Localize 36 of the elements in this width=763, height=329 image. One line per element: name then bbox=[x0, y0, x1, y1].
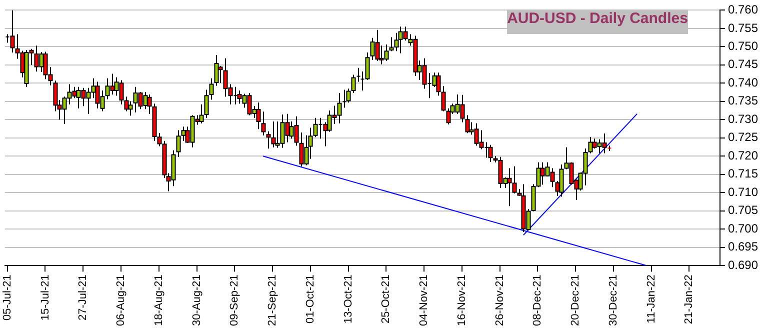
x-tick-label: 05-Jul-21 bbox=[1, 274, 14, 320]
x-tick-label: 30-Aug-21 bbox=[190, 274, 203, 326]
y-tick-label: 0.715 bbox=[728, 166, 758, 181]
y-tick-label: 0.755 bbox=[728, 20, 758, 35]
candlestick bbox=[342, 89, 347, 108]
y-tick-label: 0.735 bbox=[728, 94, 758, 108]
x-tick-label: 21-Jan-22 bbox=[683, 274, 696, 324]
x-tick-label: 11-Jan-22 bbox=[645, 274, 658, 324]
y-tick-label: 0.730 bbox=[728, 112, 758, 126]
x-tick-label: 27-Jul-21 bbox=[77, 274, 90, 320]
x-tick-label: 01-Oct-21 bbox=[304, 274, 316, 324]
y-tick-label: 0.710 bbox=[728, 184, 758, 199]
x-tick-label: 30-Dec-21 bbox=[607, 274, 620, 326]
x-tick-label: 18-Aug-21 bbox=[152, 274, 165, 326]
x-tick-label: 13-Oct-21 bbox=[342, 274, 354, 324]
chart-title: AUD-USD - Daily Candles bbox=[507, 10, 688, 34]
y-tick-label: 0.740 bbox=[728, 75, 758, 90]
x-tick-label: 09-Sep-21 bbox=[228, 274, 241, 326]
x-tick-label: 06-Aug-21 bbox=[115, 274, 128, 326]
y-tick-label: 0.720 bbox=[728, 148, 758, 162]
y-tick-label: 0.700 bbox=[728, 221, 758, 236]
y-tick-label: 0.725 bbox=[728, 130, 758, 144]
y-tick-label: 0.760 bbox=[728, 2, 758, 17]
x-tick-label: 08-Dec-21 bbox=[532, 274, 544, 326]
x-tick-label: 20-Dec-21 bbox=[570, 274, 582, 326]
y-tick-label: 0.750 bbox=[728, 39, 758, 54]
x-tick-label: 21-Sep-21 bbox=[266, 274, 279, 326]
y-tick-label: 0.745 bbox=[728, 57, 758, 72]
x-tick-label: 04-Nov-21 bbox=[418, 274, 430, 326]
x-tick-label: 16-Nov-21 bbox=[456, 274, 468, 326]
x-tick-label: 15-Jul-21 bbox=[39, 274, 52, 320]
x-tick-label: 26-Nov-21 bbox=[494, 274, 506, 326]
y-tick-label: 0.695 bbox=[728, 240, 758, 254]
x-tick-label: 25-Oct-21 bbox=[380, 274, 392, 324]
y-tick-label: 0.705 bbox=[728, 203, 758, 218]
y-tick-label: 0.690 bbox=[728, 258, 758, 272]
